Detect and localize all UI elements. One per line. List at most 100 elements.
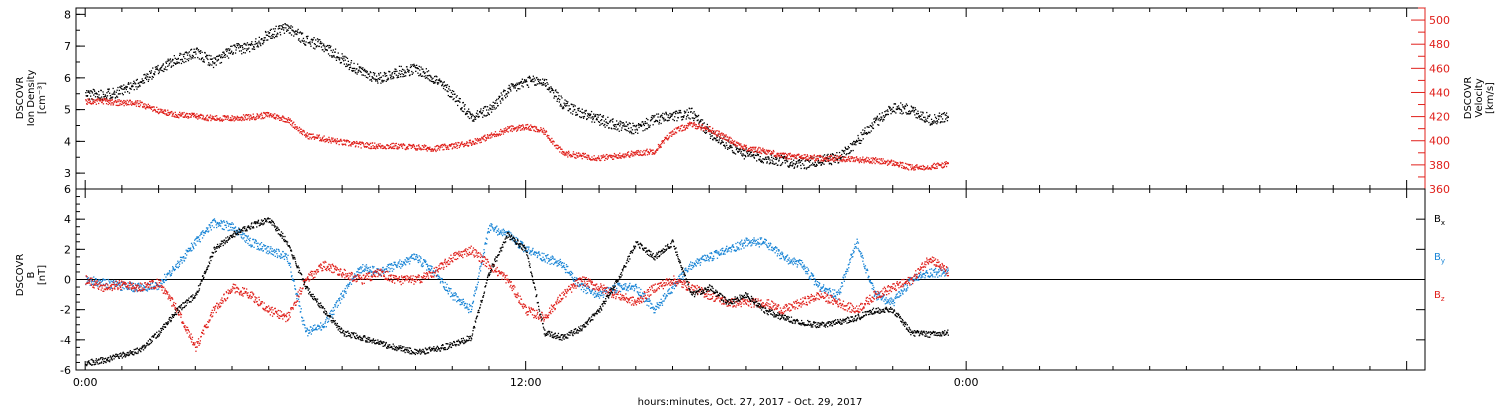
density-point — [876, 117, 878, 119]
velocity-point — [785, 155, 787, 158]
velocity-point — [887, 159, 889, 161]
density-point — [578, 107, 580, 109]
by-point — [381, 269, 383, 271]
density-point — [105, 98, 107, 100]
velocity-point — [308, 133, 311, 135]
density-point — [712, 139, 714, 141]
velocity-point — [623, 155, 626, 157]
density-point — [327, 53, 330, 55]
velocity-point — [625, 156, 627, 158]
density-point — [812, 162, 814, 164]
velocity-point — [446, 147, 448, 149]
density-point — [279, 31, 281, 34]
velocity-point — [856, 156, 858, 158]
density-point — [209, 58, 212, 60]
velocity-point — [456, 145, 458, 147]
by-point — [391, 270, 394, 272]
by-point — [290, 271, 292, 273]
density-point — [411, 70, 413, 73]
velocity-point — [248, 114, 250, 116]
by-point — [334, 304, 336, 306]
velocity-point — [172, 113, 175, 115]
velocity-point — [341, 143, 343, 145]
density-point — [272, 36, 274, 38]
by-point — [93, 276, 95, 278]
density-point — [186, 52, 188, 54]
by-point — [276, 253, 278, 255]
velocity-point — [138, 105, 140, 107]
by-point — [108, 280, 110, 282]
density-point — [142, 80, 144, 82]
by-point — [190, 247, 192, 249]
velocity-point — [894, 164, 897, 166]
velocity-point — [722, 137, 724, 140]
density-point — [614, 128, 616, 130]
by-point — [448, 287, 450, 289]
by-point — [164, 279, 166, 281]
density-point — [905, 103, 908, 105]
density-point — [611, 118, 613, 121]
velocity-point — [319, 137, 321, 139]
velocity-point — [753, 151, 756, 153]
density-point — [546, 88, 549, 90]
density-point — [560, 95, 562, 97]
density-point — [127, 91, 129, 93]
velocity-point — [532, 126, 534, 128]
density-point — [200, 50, 202, 52]
velocity-point — [135, 105, 138, 107]
density-point — [283, 32, 286, 34]
velocity-point — [627, 151, 630, 153]
velocity-point — [764, 151, 766, 153]
velocity-point — [198, 115, 201, 117]
velocity-point — [221, 118, 223, 120]
density-point — [98, 97, 101, 99]
velocity-point — [89, 100, 91, 103]
density-point — [244, 52, 246, 54]
density-point — [345, 63, 348, 65]
density-point — [438, 82, 440, 84]
density-point — [262, 39, 264, 42]
by-point — [104, 279, 106, 281]
by-point — [298, 305, 300, 307]
density-point — [914, 107, 916, 109]
by-point — [421, 265, 423, 268]
density-point — [155, 68, 157, 70]
by-point — [262, 250, 264, 252]
density-point — [389, 74, 391, 76]
by-point — [285, 253, 287, 255]
velocity-point — [158, 108, 160, 110]
by-point — [430, 269, 432, 271]
velocity-point — [784, 152, 786, 154]
density-point — [675, 110, 678, 112]
density-point — [226, 55, 228, 57]
velocity-point — [147, 103, 149, 105]
velocity-point — [122, 102, 124, 105]
density-point — [350, 62, 352, 64]
by-point — [152, 286, 154, 288]
velocity-point — [841, 159, 844, 161]
density-point — [340, 61, 342, 64]
density-point — [659, 116, 661, 118]
by-point — [116, 281, 119, 283]
velocity-point — [676, 126, 679, 129]
velocity-point — [913, 166, 915, 168]
by-point — [122, 287, 124, 289]
velocity-point — [772, 149, 775, 152]
velocity-point — [530, 129, 532, 131]
density-point — [771, 162, 774, 165]
by-point — [377, 268, 379, 270]
velocity-point — [421, 148, 423, 150]
density-point — [491, 106, 493, 108]
by-point — [181, 259, 183, 262]
by-point — [426, 263, 428, 265]
velocity-point — [263, 111, 265, 114]
density-point — [164, 68, 166, 70]
density-point — [885, 113, 887, 116]
density-point — [858, 142, 860, 144]
velocity-point — [917, 167, 919, 169]
by-point — [118, 282, 120, 284]
density-point — [342, 60, 345, 62]
density-point — [119, 93, 121, 95]
velocity-point — [134, 101, 136, 104]
by-point — [342, 295, 344, 298]
